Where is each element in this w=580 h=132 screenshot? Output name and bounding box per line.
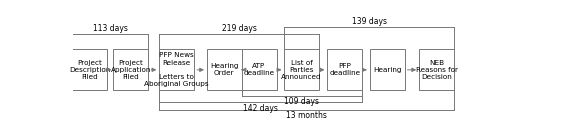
Text: 219 days: 219 days <box>222 24 257 33</box>
Text: 139 days: 139 days <box>351 16 387 25</box>
Text: Project
Description
Filed: Project Description Filed <box>69 60 110 80</box>
Text: PFP
deadline: PFP deadline <box>329 63 360 76</box>
Text: PFP News
Release

Letters to
Aboriginal Groups: PFP News Release Letters to Aboriginal G… <box>144 52 209 87</box>
Bar <box>114 49 148 90</box>
Bar <box>241 49 277 90</box>
Bar <box>369 49 405 90</box>
Bar <box>419 49 454 90</box>
Bar <box>160 49 194 90</box>
Text: 142 days: 142 days <box>244 104 278 113</box>
Text: Project
Application
Filed: Project Application Filed <box>111 60 151 80</box>
Text: ATP
deadline: ATP deadline <box>244 63 274 76</box>
Text: Hearing
Order: Hearing Order <box>210 63 239 76</box>
Text: NEB
Reasons for
Decision: NEB Reasons for Decision <box>416 60 458 80</box>
Bar <box>327 49 362 90</box>
Bar <box>207 49 242 90</box>
Text: List of
Parties
Announced: List of Parties Announced <box>281 60 322 80</box>
Text: Hearing: Hearing <box>373 67 401 73</box>
Text: 109 days: 109 days <box>284 97 320 106</box>
Text: 113 days: 113 days <box>93 24 128 33</box>
Bar <box>284 49 319 90</box>
Bar <box>72 49 107 90</box>
Text: 13 months: 13 months <box>287 111 327 120</box>
